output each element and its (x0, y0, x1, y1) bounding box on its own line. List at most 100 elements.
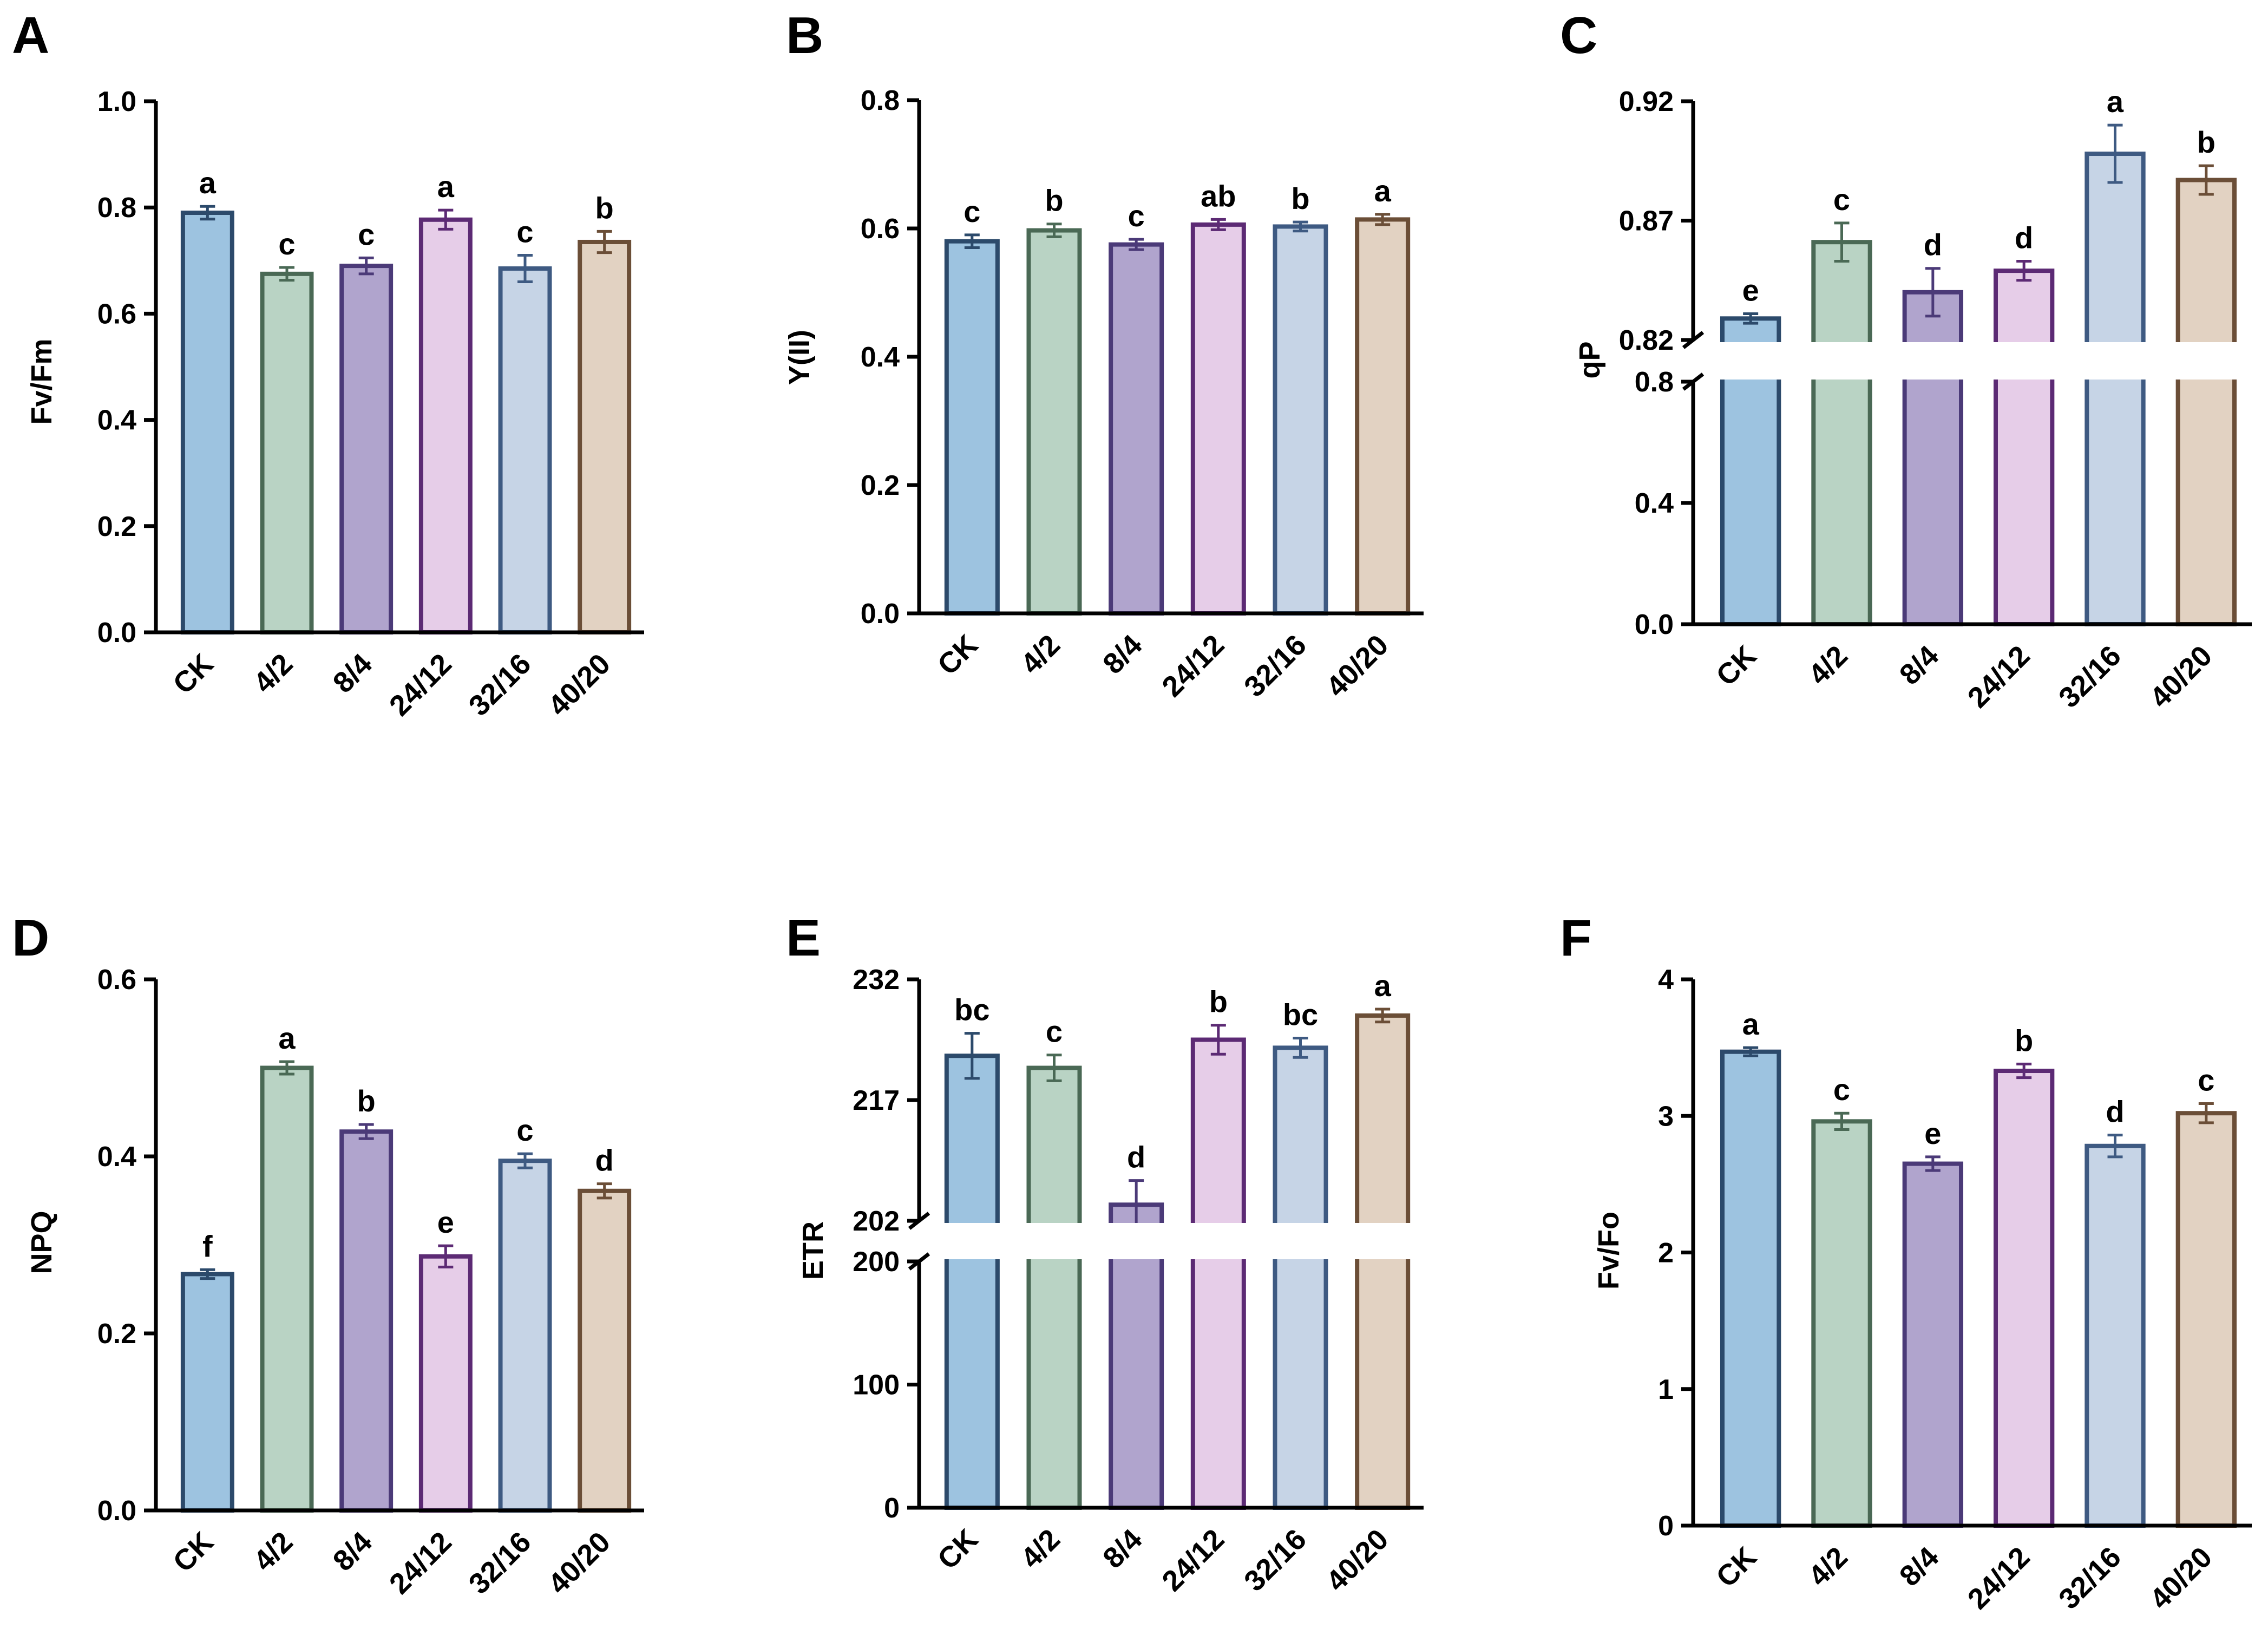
panel-a-sig-letter-5: c (516, 214, 533, 248)
panel-a-bar-6 (578, 239, 632, 634)
panel-d: f CK a 4/2 b 8/4 e 24/12 c 32/16 d 40/20 0.0 0.2 0.4 0.… (12, 909, 644, 1600)
panel-f: a CK c 4/2 e 8/4 b 24/12 d 32/16 c 40/20 0 1 2 3 4 F Fv/Fo (1560, 909, 2252, 1615)
panel-c-error-bar-4 (2016, 259, 2032, 282)
panel-c-axis-break-band (1695, 342, 2254, 380)
panel-a-bar-3 (339, 264, 394, 634)
panel-c-bar-4 (1993, 269, 2055, 626)
panel-c-category-label-5: 32/16 (2053, 639, 2127, 714)
panel-a-y-tick-label-4: 0.6 (97, 298, 136, 330)
panel-e-sig-letter-3: d (1127, 1140, 1145, 1174)
panel-a-error-bar-2 (279, 266, 294, 282)
panel-b-bar-2 (1026, 228, 1082, 616)
panel-c-category-label-6: 40/20 (2144, 639, 2218, 714)
panel-c-error-bar-6 (2198, 164, 2214, 196)
panel-a-category-label-1: CK (167, 647, 220, 701)
panel-b: c CK b 4/2 c 8/4 ab 24/12 b 32/16 a 40/20 0.0 0.2 0.4 0… (783, 6, 1424, 703)
panel-d-sig-letter-6: d (595, 1143, 614, 1177)
panel-a-error-bar-3 (358, 256, 374, 276)
panel-f-error-bar-2 (1834, 1111, 1850, 1131)
panel-a-category-label-3: 8/4 (327, 647, 379, 699)
panel-d-error-bar-5 (517, 1152, 533, 1169)
panel-e-axis-break-band (921, 1223, 1426, 1259)
panel-e-error-bar-1 (964, 1032, 980, 1080)
panel-f-category-label-3: 8/4 (1893, 1541, 1945, 1593)
panel-f-y-tick-label-1: 0 (1658, 1510, 1674, 1542)
panel-d-sig-letter-1: f (202, 1229, 213, 1263)
panel-a-bar-1 (180, 211, 234, 634)
panel-f-error-bar-3 (1925, 1155, 1941, 1172)
panel-b-sig-letter-3: c (1128, 199, 1145, 233)
panel-a-sig-letter-2: c (278, 227, 295, 261)
panel-a: a CK c 4/2 c 8/4 a 24/12 c 32/16 b 40/20 0.0 0.2 0.4 0.… (12, 6, 644, 722)
panel-a-sig-letter-4: a (437, 169, 455, 204)
panel-b-error-bar-3 (1129, 238, 1144, 251)
panel-e-bar-2 (1026, 1065, 1082, 1510)
panel-f-category-label-2: 4/2 (1802, 1541, 1854, 1593)
panel-d-y-axis-title: NPQ (25, 1211, 58, 1274)
panel-e-y-tick-label-2: 100 (853, 1370, 900, 1401)
panel-e-category-label-4: 24/12 (1156, 1523, 1230, 1598)
panel-e-letter: E (786, 909, 821, 967)
panel-e-category-label-5: 32/16 (1238, 1523, 1313, 1598)
panel-f-letter: F (1560, 909, 1592, 967)
panel-b-sig-letter-4: ab (1201, 179, 1236, 213)
panel-e-category-label-2: 4/2 (1014, 1523, 1066, 1575)
panel-d-sig-letter-5: c (516, 1113, 533, 1147)
panel-c-y-tick-label-4: 0.82 (1619, 325, 1674, 356)
panel-b-letter: B (786, 6, 823, 64)
panel-c-category-label-4: 24/12 (1962, 639, 2036, 714)
panel-f-error-bar-1 (1743, 1046, 1759, 1057)
panel-e-error-bar-2 (1046, 1054, 1062, 1082)
panel-e-sig-letter-6: a (1374, 969, 1392, 1003)
panel-d-sig-letter-3: b (357, 1084, 376, 1118)
panel-f-bar-3 (1902, 1161, 1964, 1528)
panel-b-error-bar-5 (1293, 220, 1308, 233)
panel-a-bar-5 (498, 266, 552, 634)
panel-d-bar-3 (339, 1129, 394, 1513)
panel-c-sig-letter-5: a (2107, 84, 2124, 119)
panel-d-category-label-2: 4/2 (247, 1526, 299, 1578)
panel-a-error-bar-1 (200, 205, 215, 221)
panel-f-bar-5 (2085, 1143, 2146, 1528)
panel-d-error-bar-1 (200, 1268, 215, 1280)
panel-c-error-bar-1 (1743, 312, 1759, 325)
panel-c-y-tick-label-2: 0.4 (1635, 488, 1674, 519)
panel-e: bc CK c 4/2 d 8/4 b 24/12 bc 32/16 a 40/20 0 100 200 20… (786, 909, 1426, 1598)
panel-b-category-label-1: CK (932, 629, 985, 682)
panel-d-bar-2 (260, 1065, 314, 1513)
panel-d-bar-5 (498, 1159, 552, 1513)
panel-c-category-label-3: 8/4 (1893, 639, 1945, 691)
panel-f-error-bar-4 (2016, 1062, 2032, 1080)
panel-f-y-tick-label-3: 2 (1658, 1238, 1674, 1269)
panel-d-bar-6 (578, 1188, 632, 1513)
panel-d-error-bar-3 (358, 1123, 374, 1140)
panel-f-bar-1 (1720, 1049, 1781, 1528)
panel-a-sig-letter-1: a (199, 166, 217, 200)
panel-b-bar-3 (1109, 242, 1164, 616)
panel-a-y-tick-label-2: 0.2 (97, 511, 136, 542)
panel-c-sig-letter-3: d (1924, 228, 1942, 262)
panel-e-error-bar-5 (1293, 1037, 1308, 1059)
panel-f-y-tick-label-4: 3 (1658, 1101, 1674, 1132)
panel-e-error-bar-4 (1210, 1024, 1226, 1056)
panel-c-error-bar-5 (2107, 123, 2123, 184)
panel-b-y-tick-label-2: 0.2 (861, 470, 900, 501)
panel-c-y-axis-title: qP (1574, 341, 1606, 378)
panel-a-letter: A (12, 6, 49, 64)
panel-d-error-bar-4 (438, 1244, 454, 1268)
panel-f-sig-letter-6: c (2198, 1063, 2214, 1097)
panel-a-error-bar-5 (517, 253, 533, 284)
panel-f-sig-letter-2: c (1833, 1072, 1850, 1107)
panel-d-error-bar-2 (279, 1060, 294, 1076)
panel-c-letter: C (1560, 6, 1597, 64)
panel-c-sig-letter-6: b (2197, 125, 2215, 159)
panel-e-sig-letter-4: b (1209, 985, 1228, 1019)
panel-f-bar-2 (1811, 1119, 1872, 1528)
panel-c-y-tick-label-5: 0.87 (1619, 206, 1674, 237)
panel-a-category-label-5: 32/16 (463, 647, 537, 722)
panel-e-bar-1 (944, 1054, 1000, 1510)
panel-b-y-tick-label-5: 0.8 (861, 85, 900, 116)
panel-a-y-tick-label-6: 1.0 (97, 86, 136, 117)
panel-d-category-label-6: 40/20 (542, 1526, 617, 1600)
panel-b-bar-5 (1273, 224, 1328, 616)
